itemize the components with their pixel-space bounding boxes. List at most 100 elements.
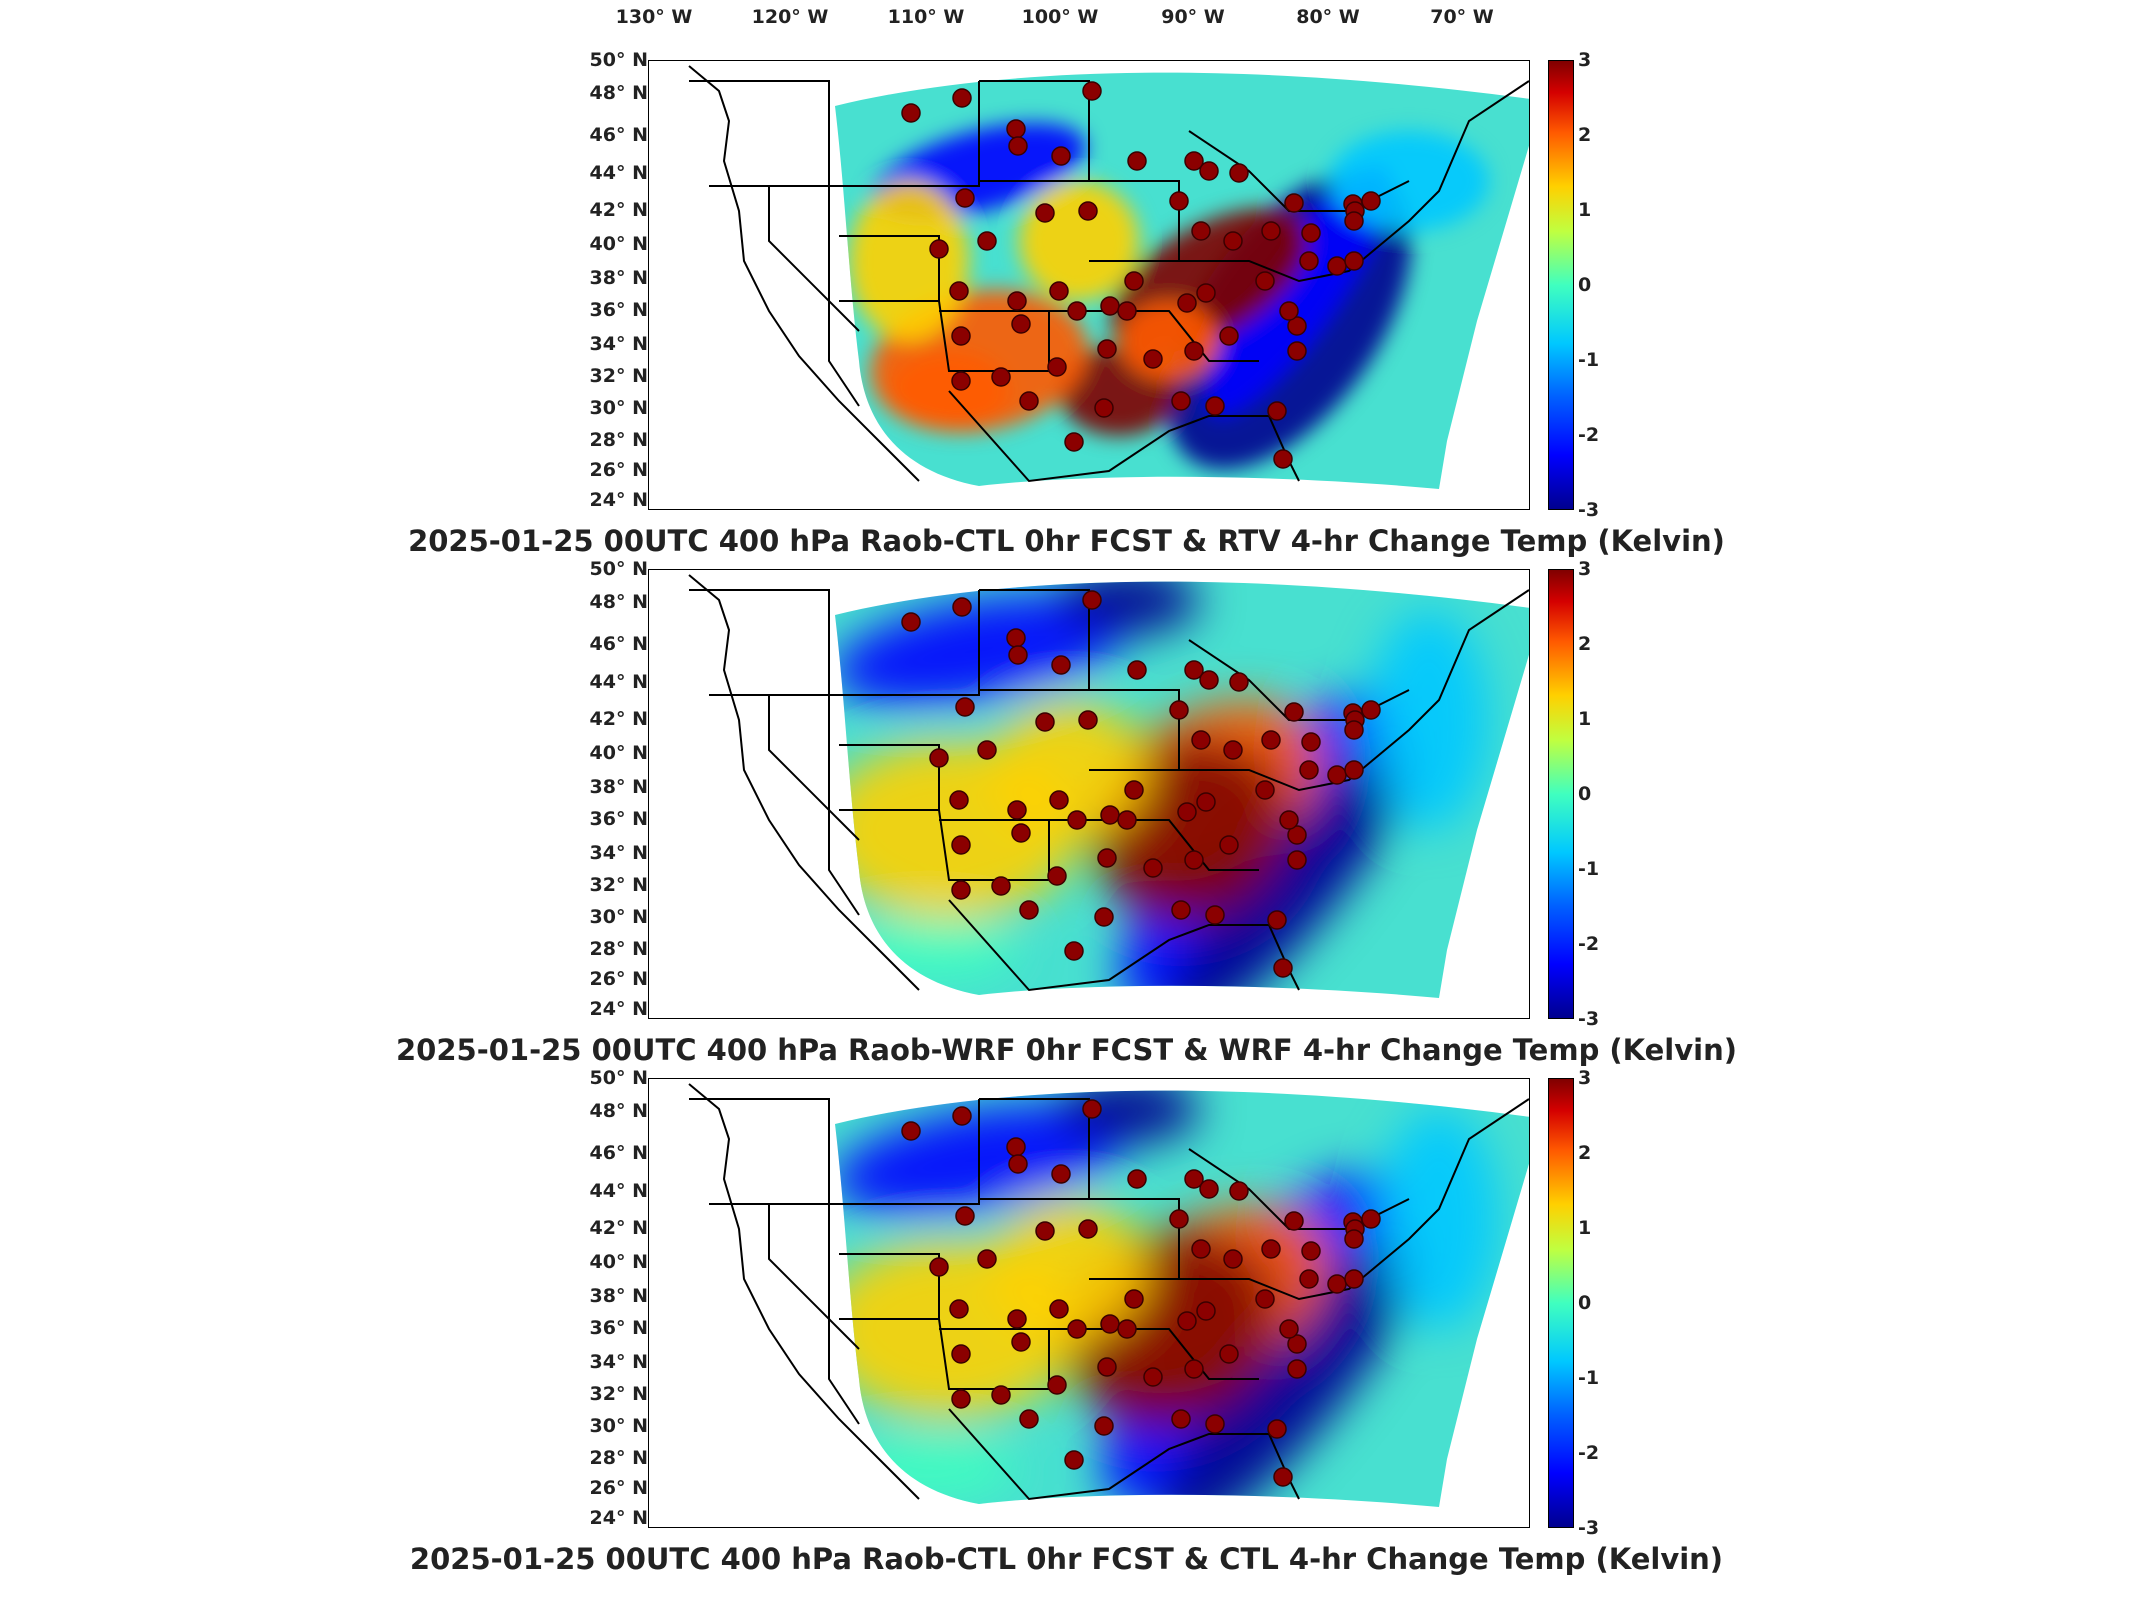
lat-label: 36° N [589, 1317, 648, 1339]
raob-station-marker [1047, 357, 1067, 377]
raob-station-marker [1267, 910, 1287, 930]
raob-station-marker [1184, 341, 1204, 361]
boundary-line [829, 590, 980, 696]
colorbar-tick: 1 [1578, 1217, 1592, 1239]
raob-station-marker [955, 697, 975, 717]
map-svg [688, 574, 1529, 999]
raob-station-marker [1344, 251, 1364, 271]
raob-station-marker [991, 367, 1011, 387]
raob-station-marker [929, 239, 949, 259]
raob-station-marker [1006, 119, 1026, 139]
lat-label: 28° N [589, 1447, 648, 1469]
raob-station-marker [1019, 391, 1039, 411]
raob-station-marker [955, 188, 975, 208]
raob-station-marker [1273, 1467, 1293, 1487]
raob-station-marker [1008, 136, 1028, 156]
raob-station-marker [1143, 349, 1163, 369]
lat-label: 44° N [589, 671, 648, 693]
lat-label: 42° N [589, 1217, 648, 1239]
boundary-line [709, 694, 860, 841]
raob-station-marker [1006, 1137, 1026, 1157]
raob-station-marker [1229, 163, 1249, 183]
lat-label: 48° N [589, 1100, 648, 1122]
raob-station-marker [1344, 1269, 1364, 1289]
lat-label: 26° N [589, 459, 648, 481]
raob-station-marker [1051, 146, 1071, 166]
temperature-map[interactable] [648, 60, 1530, 510]
raob-station-marker [952, 597, 972, 617]
raob-station-marker [1267, 401, 1287, 421]
lat-label: 34° N [589, 333, 648, 355]
raob-station-marker [1279, 1319, 1299, 1339]
raob-station-marker [1261, 1239, 1281, 1259]
raob-station-marker [1344, 720, 1364, 740]
lat-label: 44° N [589, 1180, 648, 1202]
raob-station-marker [1082, 590, 1102, 610]
lat-label: 42° N [589, 199, 648, 221]
boundary-line [839, 1253, 940, 1320]
lat-label: 46° N [589, 124, 648, 146]
panel-title: 2025-01-25 00UTC 400 hPa Raob-CTL 0hr FC… [408, 524, 1725, 558]
raob-station-marker [1344, 211, 1364, 231]
raob-station-marker [1067, 810, 1087, 830]
raob-station-marker [1097, 848, 1117, 868]
map-panel-wrf: 50° N 48° N 46° N 44° N 42° N 40° N 38° N 36° N… [0, 558, 2133, 1079]
boundary-line [828, 81, 860, 407]
raob-station-marker [1124, 271, 1144, 291]
raob-station-marker [1143, 1367, 1163, 1387]
raob-station-marker [1100, 1314, 1120, 1334]
raob-station-marker [1177, 1311, 1197, 1331]
raob-station-marker [1064, 941, 1084, 961]
raob-station-marker [901, 612, 921, 632]
raob-station-marker [1229, 1181, 1249, 1201]
lat-label: 30° N [589, 906, 648, 928]
raob-station-marker [1171, 1409, 1191, 1429]
raob-station-marker [1117, 1319, 1137, 1339]
raob-station-marker [1223, 740, 1243, 760]
lat-label: 36° N [589, 299, 648, 321]
colorbar-tick: 2 [1578, 124, 1592, 146]
raob-station-marker [929, 1257, 949, 1277]
raob-station-marker [1191, 730, 1211, 750]
raob-station-marker [952, 1106, 972, 1126]
lat-label: 46° N [589, 633, 648, 655]
raob-station-marker [1361, 1209, 1381, 1229]
latitude-axis: 50° N 48° N 46° N 44° N 42° N 40° N 38° N 36° N… [560, 558, 648, 1020]
raob-station-marker [1035, 712, 1055, 732]
raob-station-marker [1287, 850, 1307, 870]
raob-station-marker [1219, 835, 1239, 855]
lat-label: 48° N [589, 591, 648, 613]
raob-station-marker [1097, 1357, 1117, 1377]
lon-label: 70° W [1430, 6, 1494, 28]
boundary-line [828, 590, 860, 916]
raob-station-marker [1184, 850, 1204, 870]
temperature-map[interactable] [648, 1078, 1530, 1528]
raob-station-marker [1064, 432, 1084, 452]
raob-station-marker [1011, 1332, 1031, 1352]
raob-station-marker [1284, 193, 1304, 213]
raob-station-marker [1299, 760, 1319, 780]
raob-station-marker [1361, 191, 1381, 211]
colorbar-tick: -1 [1578, 349, 1600, 371]
boundary-line [709, 1203, 860, 1350]
boundary-line [709, 185, 860, 332]
raob-station-marker [1078, 1219, 1098, 1239]
lat-label: 30° N [589, 397, 648, 419]
temperature-map[interactable] [648, 569, 1530, 1019]
raob-station-marker [1184, 660, 1204, 680]
map-svg [688, 65, 1529, 489]
lat-label: 28° N [589, 938, 648, 960]
lat-label: 40° N [589, 1251, 648, 1273]
colorbar-tick: -2 [1578, 933, 1600, 955]
raob-station-marker [1267, 1419, 1287, 1439]
raob-station-marker [1078, 201, 1098, 221]
colorbar-tick: 0 [1578, 783, 1592, 805]
latitude-axis: 50° N 48° N 46° N 44° N 42° N 40° N 38° N 36° N… [560, 1067, 648, 1529]
raob-station-marker [901, 1121, 921, 1141]
raob-station-marker [1205, 1414, 1225, 1434]
raob-station-marker [1361, 700, 1381, 720]
boundary-line [1089, 689, 1180, 771]
raob-station-marker [1169, 1209, 1189, 1229]
map-svg [688, 1083, 1529, 1508]
raob-station-marker [1284, 702, 1304, 722]
